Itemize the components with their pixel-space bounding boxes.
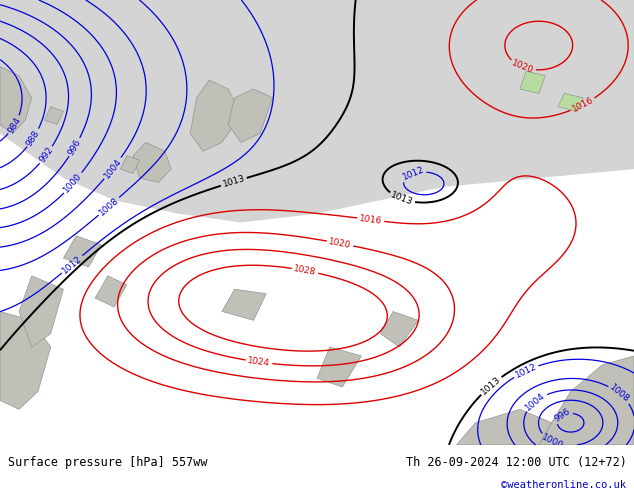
Polygon shape: [0, 312, 51, 409]
Text: 1008: 1008: [97, 196, 120, 217]
Text: 1016: 1016: [359, 214, 383, 225]
Polygon shape: [190, 80, 241, 151]
Text: 996: 996: [67, 138, 83, 157]
Text: 1008: 1008: [608, 383, 631, 405]
Text: 1012: 1012: [60, 253, 84, 275]
Text: 1004: 1004: [524, 391, 547, 412]
Polygon shape: [380, 312, 418, 347]
Polygon shape: [95, 276, 127, 307]
Text: 1000: 1000: [62, 172, 84, 195]
Text: 1028: 1028: [293, 264, 317, 277]
Text: 1000: 1000: [541, 433, 565, 451]
Text: 1004: 1004: [102, 156, 124, 180]
Text: 1012: 1012: [401, 165, 425, 182]
Polygon shape: [0, 67, 32, 133]
Polygon shape: [63, 236, 101, 267]
Polygon shape: [456, 409, 552, 445]
Text: 984: 984: [6, 115, 23, 135]
Text: 996: 996: [553, 407, 572, 424]
Text: 1020: 1020: [510, 59, 535, 75]
Text: ©weatheronline.co.uk: ©weatheronline.co.uk: [501, 480, 626, 490]
Polygon shape: [0, 0, 634, 222]
Text: 1013: 1013: [390, 191, 415, 207]
Polygon shape: [558, 94, 583, 111]
Text: 1012: 1012: [514, 362, 538, 380]
Polygon shape: [539, 356, 634, 445]
Polygon shape: [520, 71, 545, 94]
Polygon shape: [133, 143, 171, 182]
Text: Surface pressure [hPa] 557ww: Surface pressure [hPa] 557ww: [8, 456, 207, 468]
Text: Th 26-09-2024 12:00 UTC (12+72): Th 26-09-2024 12:00 UTC (12+72): [406, 456, 626, 468]
Text: 988: 988: [25, 128, 42, 147]
Polygon shape: [44, 107, 63, 124]
Text: 1016: 1016: [571, 96, 595, 114]
Text: 1013: 1013: [479, 374, 503, 396]
Polygon shape: [317, 347, 361, 387]
Polygon shape: [120, 156, 139, 173]
Text: 1020: 1020: [328, 237, 352, 250]
Polygon shape: [19, 276, 63, 347]
Polygon shape: [228, 89, 273, 143]
Text: 992: 992: [37, 146, 55, 165]
Text: 1024: 1024: [247, 356, 271, 368]
Polygon shape: [222, 289, 266, 320]
Text: 1013: 1013: [221, 174, 246, 190]
